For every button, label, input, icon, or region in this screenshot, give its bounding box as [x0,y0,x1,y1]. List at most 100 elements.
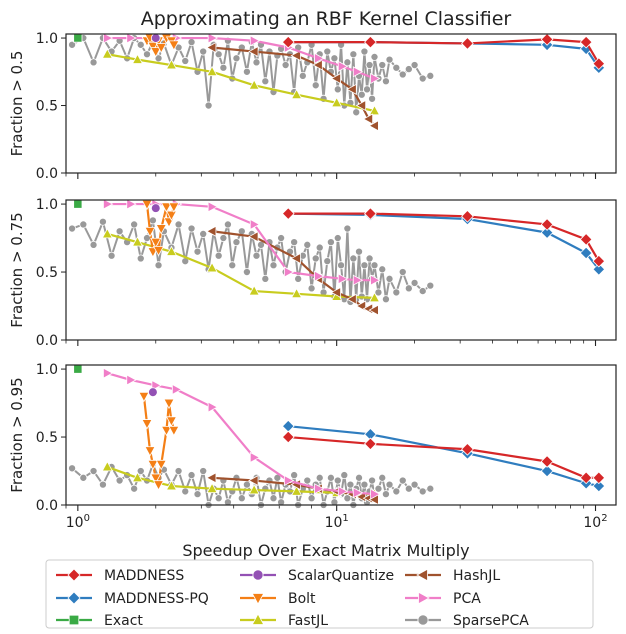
data-point-pca [370,274,381,286]
data-point-sparsepca [303,476,312,485]
data-point-sparsepca [193,247,202,256]
data-point-sparsepca [315,473,324,482]
legend-item-maddness: MADDNESS [56,568,184,584]
data-point-pca [370,488,381,500]
data-point-exact [73,199,83,209]
data-point-bolt [165,416,178,427]
data-point-pca [283,266,295,278]
data-point-pca [370,72,381,85]
data-point-sparsepca [330,54,339,63]
data-point-hashjl [206,41,217,54]
data-point-maddness-pq [592,262,606,276]
legend-label: MADDNESS-PQ [104,591,209,607]
data-point-sparsepca [199,230,208,238]
data-point-sparsepca [68,464,77,473]
data-point-sparsepca [242,480,251,489]
data-point-sparsepca [307,494,316,503]
data-point-sparsepca [89,58,98,67]
data-point-bolt [147,459,159,471]
data-point-fastjl [368,291,381,303]
data-point-sparsepca [199,47,208,56]
data-point-sparsepca [378,61,387,70]
data-point-fastjl [206,65,218,77]
data-point-pca [126,198,137,210]
y-tick-label: 0.0 [36,166,58,182]
data-point-pca [103,367,114,379]
data-point-sparsepca [315,243,324,252]
data-point-sparsepca [326,473,335,482]
data-point-sparsepca [410,480,419,489]
data-point-sparsepca [365,254,374,263]
legend-label: ScalarQuantize [288,568,394,584]
data-point-sparsepca [187,38,196,47]
data-point-sparsepca [219,63,228,72]
data-point-sparsepca [349,50,358,59]
series-line-fastjl [107,232,375,299]
data-point-scalarquantize [150,203,161,213]
data-point-hashjl [248,45,259,58]
data-point-sparsepca [68,40,77,49]
data-point-sparsepca [330,498,339,507]
data-point-maddness [540,33,554,46]
data-point-sparsepca [426,484,435,493]
data-point-sparsepca [398,268,407,277]
data-point-sparsepca [136,254,145,263]
data-point-bolt [160,425,173,437]
series-line-fastjl [106,465,375,496]
data-point-sparsepca [68,224,77,233]
data-point-maddness-pq [540,226,554,239]
data-point-sparsepca [368,476,377,485]
y-tick-label: 1.0 [36,31,58,47]
data-point-sparsepca [352,108,361,117]
data-point-fastjl [131,236,144,247]
legend-marker [251,613,265,625]
data-point-sparsepca [404,484,413,493]
plot-frame [65,364,617,506]
data-point-sparsepca [89,240,98,249]
data-point-sparsepca [378,473,387,482]
data-point-sparsepca [343,224,352,233]
data-point-sparsepca [290,238,299,247]
data-point-pca [337,485,349,498]
data-point-hashjl [248,474,259,487]
data-point-bolt [150,473,162,484]
data-point-bolt [160,202,173,213]
series-line-bolt [142,396,175,486]
data-point-sparsepca [363,85,371,94]
data-point-maddness [540,455,554,468]
data-point-maddness [592,57,606,71]
data-point-fastjl [131,53,144,64]
data-point-sparsepca [392,487,401,496]
data-point-maddness [579,471,593,485]
data-point-sparsepca [252,58,261,67]
data-point-sparsepca [261,77,270,86]
data-point-sparsepca [360,261,369,270]
data-point-fastjl [165,245,178,256]
data-point-sparsepca [392,288,401,297]
data-point-maddness [579,35,593,49]
data-point-hashjl [330,286,341,299]
data-point-hashjl [362,113,374,125]
data-point-sparsepca [115,227,124,236]
data-point-pca [249,35,261,47]
data-point-exact [73,364,83,374]
data-point-sparsepca [290,471,299,480]
data-point-sparsepca [365,61,374,70]
data-point-sparsepca [333,85,342,94]
data-point-fastjl [248,285,260,296]
data-point-sparsepca [181,57,190,65]
data-point-sparsepca [136,467,145,475]
legend: MADDNESS MADDNESS-PQ Exact ScalarQuantize Bo… [45,559,594,629]
legend-label: MADDNESS [104,568,184,584]
data-point-sparsepca [223,498,232,507]
data-point-pca [337,60,349,73]
data-point-sparsepca [404,65,413,74]
data-point-hashjl [368,304,379,316]
y-tick-label: 0.0 [36,498,58,514]
data-point-maddness-pq [579,246,593,260]
x-tick-label: 100 [66,513,90,531]
data-point-maddness [540,218,554,231]
data-point-pca [207,401,219,413]
data-point-sparsepca [404,284,413,293]
data-point-pca [126,374,137,386]
